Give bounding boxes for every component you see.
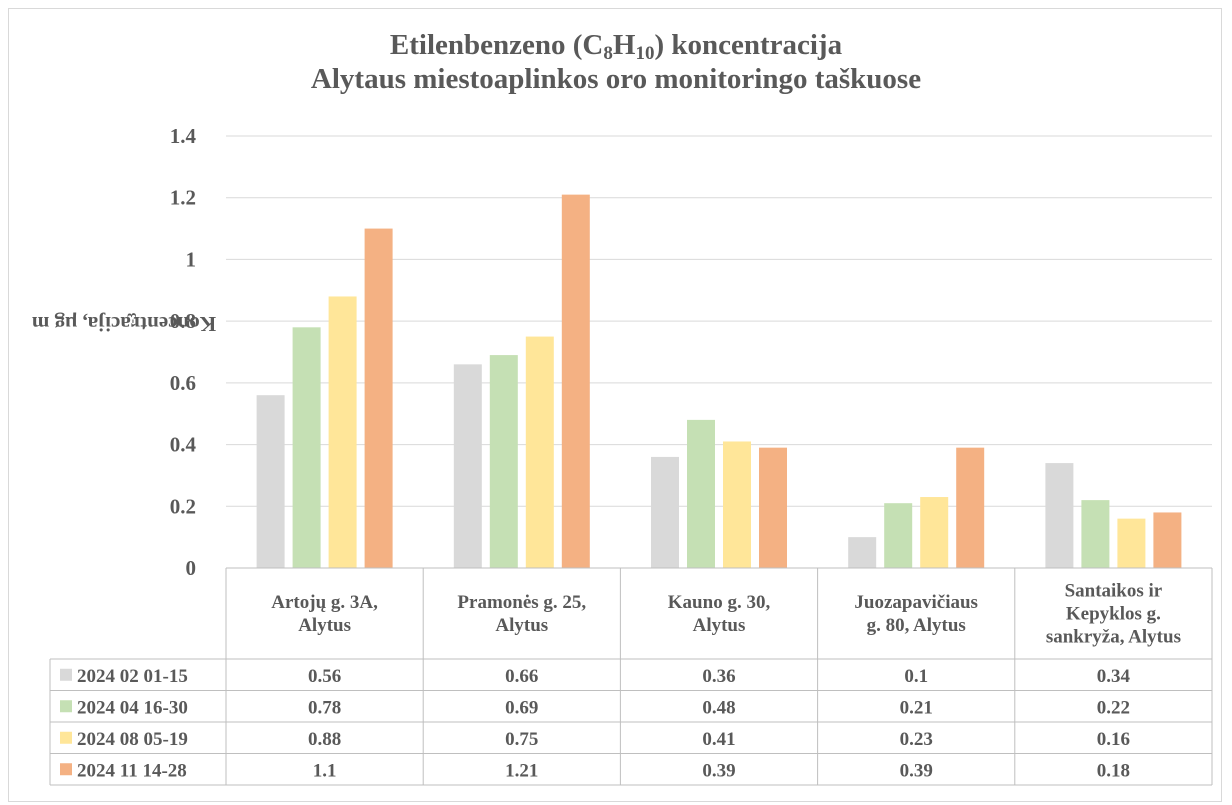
legend-label-2: 2024 04 16-30 <box>77 697 188 718</box>
bar-3-1 <box>328 296 357 568</box>
legend-swatch-3 <box>60 731 72 744</box>
legend-label-3: 2024 08 05-19 <box>77 729 188 750</box>
y-tick-label: 0.4 <box>170 433 197 457</box>
category-label-4: Juozapavičiaus g. 80, Alytus <box>854 592 978 636</box>
data-label: 1.1 <box>313 760 337 781</box>
data-label: 0.22 <box>1097 697 1130 718</box>
data-label: 0.23 <box>900 729 933 750</box>
bar-3-5 <box>1117 518 1146 568</box>
y-tick-label: 0.6 <box>170 371 196 395</box>
title-text-h: H <box>612 29 636 61</box>
y-tick-label: 1 <box>186 247 197 271</box>
bar-3-4 <box>920 497 949 568</box>
data-label: 0.75 <box>505 729 538 750</box>
category-label-1: Artojų g. 3A, Alytus <box>271 592 378 636</box>
bar-4-4 <box>956 447 985 568</box>
bar-1-4 <box>848 537 877 568</box>
data-label: 0.66 <box>505 666 538 687</box>
bar-2-4 <box>884 503 913 568</box>
y-tick-label: 0.8 <box>170 309 196 333</box>
bar-1-3 <box>651 456 679 568</box>
bar-2-5 <box>1081 500 1110 568</box>
bar-4-5 <box>1153 512 1182 568</box>
title-subscript-10: 10 <box>635 43 655 64</box>
data-label: 0.36 <box>702 666 735 687</box>
bar-4-1 <box>364 228 393 569</box>
bar-2-2 <box>489 355 518 568</box>
y-tick-label: 1.4 <box>170 124 197 148</box>
bar-4-2 <box>561 194 590 568</box>
data-label: 0.69 <box>505 697 538 718</box>
bar-1-2 <box>453 364 482 568</box>
data-label: 0.48 <box>702 697 735 718</box>
bar-1-5 <box>1045 463 1074 568</box>
bar-3-2 <box>525 336 554 568</box>
title-text: Etilenbenzeno (C <box>389 29 604 61</box>
bar-3-3 <box>723 441 751 568</box>
legend-label-4: 2024 11 14-28 <box>77 760 187 781</box>
chart-title: Etilenbenzeno (C8H10) koncentracija Alyt… <box>0 28 1232 96</box>
category-label-5: Santaikos ir Kepyklos g. sankryža, Alytus <box>1046 581 1181 648</box>
data-label: 0.21 <box>900 697 933 718</box>
bar-2-1 <box>292 327 321 568</box>
data-label: 0.34 <box>1097 666 1131 687</box>
y-tick-label: 0.2 <box>170 494 196 518</box>
y-tick-label: 1.2 <box>170 186 196 210</box>
data-label: 0.1 <box>904 666 928 687</box>
bar-4-3 <box>759 447 787 568</box>
chart-frame <box>8 8 1222 802</box>
title-subscript-8: 8 <box>603 43 613 64</box>
data-label: 0.39 <box>702 760 735 781</box>
data-label: 1.21 <box>505 760 538 781</box>
y-tick-label: 0 <box>186 556 197 580</box>
legend-swatch-2 <box>60 700 72 713</box>
data-label: 0.78 <box>308 697 341 718</box>
data-label: 0.88 <box>308 729 341 750</box>
data-label: 0.39 <box>900 760 933 781</box>
legend-label-1: 2024 02 01-15 <box>77 666 188 687</box>
bar-1-1 <box>256 395 285 568</box>
title-text-end: ) koncentracija <box>654 29 843 61</box>
legend-swatch-1 <box>60 668 72 681</box>
bar-2-3 <box>687 419 715 568</box>
data-label: 0.41 <box>702 729 735 750</box>
category-label-2: Pramonės g. 25, Alytus <box>457 592 586 636</box>
title-line-1: Etilenbenzeno (C8H10) koncentracija <box>0 28 1232 64</box>
chart-subtitle: Alytaus miestoaplinkos oro monitoringo t… <box>310 63 922 95</box>
category-label-3: Kauno g. 30, Alytus <box>668 592 771 636</box>
data-label: 0.16 <box>1097 729 1130 750</box>
data-label: 0.18 <box>1097 760 1130 781</box>
data-label: 0.56 <box>308 666 341 687</box>
legend-swatch-4 <box>60 763 72 776</box>
